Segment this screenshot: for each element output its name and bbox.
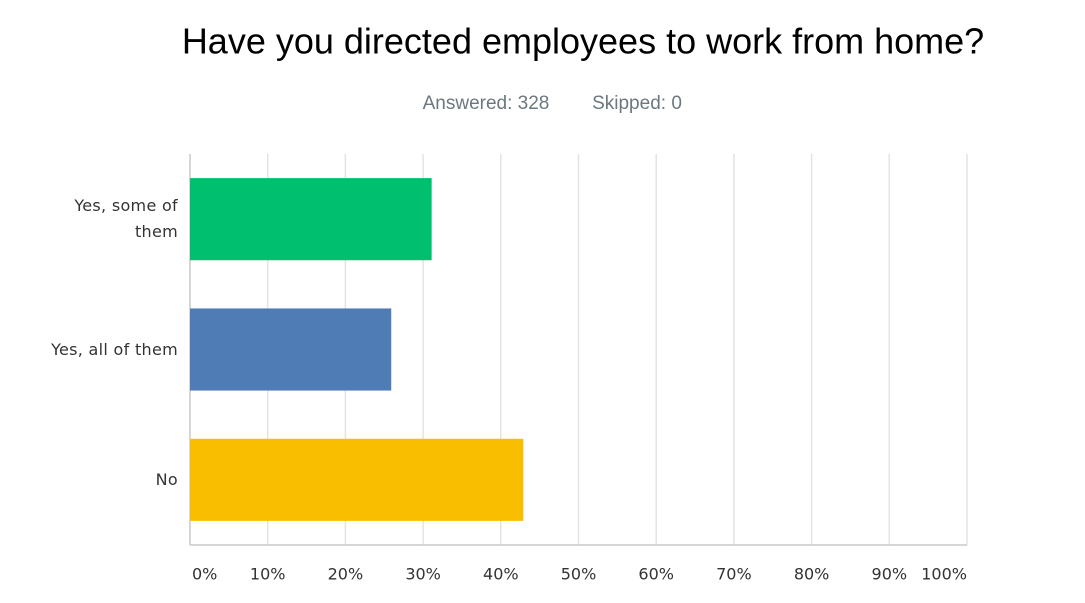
x-tick-label: 80% [794,565,830,584]
answered-count: Answered: 328 [423,93,550,114]
x-tick-label: 60% [638,565,674,584]
x-tick-label: 70% [716,565,752,584]
x-tick-label: 90% [872,565,908,584]
x-tick-label: 50% [561,565,597,584]
x-tick-label: 20% [328,565,364,584]
x-tick-label: 30% [405,565,441,584]
bar [190,178,432,261]
x-tick-label: 0% [192,565,217,584]
bar [190,438,524,521]
x-tick-label: 100% [921,565,967,584]
x-tick-label: 10% [250,565,286,584]
bar [190,308,392,391]
y-tick-label: Yes, some of them [74,196,178,242]
y-tick-label: Yes, all of them [51,339,178,359]
skipped-count: Skipped: 0 [592,93,682,114]
x-tick-label: 40% [483,565,519,584]
chart-title: Have you directed employees to work from… [182,21,984,62]
y-tick-label: No [155,469,178,489]
